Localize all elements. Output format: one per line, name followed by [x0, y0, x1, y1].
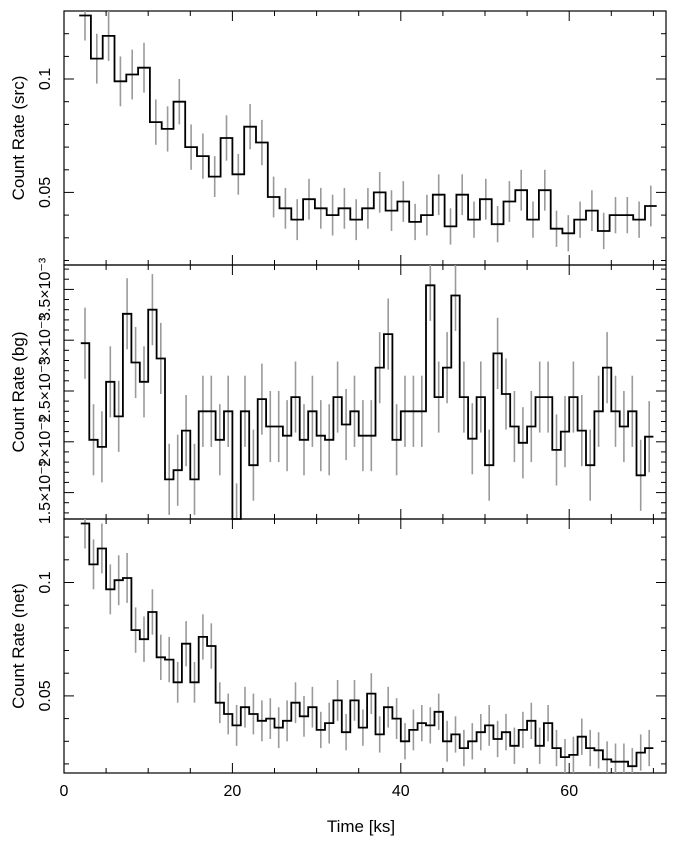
- panel-net-frame: [63, 518, 667, 774]
- panel-net-y-tick-labels: 0.05 0.1: [37, 571, 54, 711]
- x-tick-labels: 0 20 40 60: [60, 783, 579, 800]
- panel-src: 0.05 0.1 Count Rate (src): [9, 10, 667, 266]
- y-tick-label-net: 0.1: [37, 571, 54, 593]
- panel-bg-axis-ticks: [63, 265, 666, 519]
- panel-net-axis-ticks: [63, 519, 666, 773]
- x-tick-label: 60: [560, 783, 578, 800]
- panel-net: 0.05 0.1 Count Rate (net): [9, 518, 667, 774]
- y-tick-label-net: 0.05: [37, 680, 54, 711]
- panel-net-series-line: [80, 522, 654, 768]
- x-tick-label: 40: [392, 783, 410, 800]
- y-axis-label-bg: Count Rate (bg): [9, 332, 28, 453]
- panel-bg: 1.5×10⁻³2×10⁻³2.5×10⁻³3×10⁻³3.5×10⁻³ Cou…: [9, 257, 667, 524]
- x-tick-label: 20: [224, 783, 242, 800]
- y-axis-label-net: Count Rate (net): [9, 583, 28, 709]
- y-tick-label-src: 0.05: [37, 177, 54, 208]
- panel-src-y-tick-labels: 0.05 0.1: [37, 68, 54, 208]
- y-tick-label-bg: 3.5×10⁻³: [37, 257, 54, 321]
- panel-src-series-line: [79, 14, 657, 235]
- panel-bg-series-line: [80, 284, 654, 520]
- x-axis-label: Time [ks]: [327, 817, 395, 836]
- panel-src-axis-ticks: [63, 10, 666, 265]
- panel-bg-y-tick-labels: 1.5×10⁻³2×10⁻³2.5×10⁻³3×10⁻³3.5×10⁻³: [37, 257, 54, 524]
- y-axis-label-src: Count Rate (src): [9, 76, 28, 201]
- y-tick-label-bg: 2.5×10⁻³: [37, 359, 54, 423]
- y-tick-label-bg: 3×10⁻³: [37, 315, 54, 365]
- y-tick-label-bg: 2×10⁻³: [37, 416, 54, 466]
- y-tick-label-bg: 1.5×10⁻³: [37, 460, 54, 524]
- x-tick-label: 0: [60, 783, 69, 800]
- y-tick-label-src: 0.1: [37, 68, 54, 90]
